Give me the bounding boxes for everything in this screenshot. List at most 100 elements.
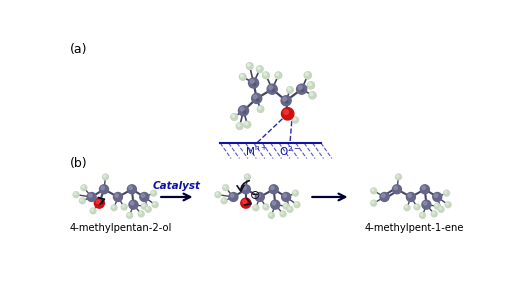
Circle shape	[231, 114, 238, 120]
Circle shape	[96, 200, 100, 204]
Circle shape	[286, 101, 288, 103]
Circle shape	[74, 193, 76, 195]
Text: $\mathregular{O^{2-}}$: $\mathregular{O^{2-}}$	[279, 145, 301, 158]
Circle shape	[263, 72, 269, 78]
Circle shape	[94, 198, 104, 208]
Circle shape	[438, 206, 444, 212]
Circle shape	[307, 82, 314, 89]
Circle shape	[243, 200, 246, 204]
Circle shape	[146, 207, 148, 209]
Circle shape	[230, 194, 234, 197]
Circle shape	[143, 204, 145, 206]
Circle shape	[420, 213, 425, 218]
Circle shape	[258, 107, 261, 109]
Circle shape	[104, 175, 106, 177]
Text: Catalyst: Catalyst	[153, 181, 201, 191]
Circle shape	[239, 106, 248, 116]
Circle shape	[245, 122, 247, 125]
Circle shape	[264, 73, 266, 76]
Circle shape	[139, 212, 141, 214]
Text: $\ominus$: $\ominus$	[250, 189, 261, 202]
Circle shape	[275, 72, 282, 78]
Circle shape	[276, 73, 279, 76]
Circle shape	[309, 83, 311, 86]
Circle shape	[292, 190, 299, 196]
Circle shape	[433, 193, 442, 201]
Circle shape	[272, 202, 276, 205]
Circle shape	[271, 186, 274, 190]
Circle shape	[112, 206, 114, 208]
Circle shape	[284, 110, 289, 114]
Circle shape	[253, 205, 259, 211]
Circle shape	[129, 200, 138, 209]
Circle shape	[89, 194, 92, 197]
Text: (b): (b)	[70, 157, 88, 170]
Circle shape	[304, 72, 311, 79]
Circle shape	[241, 75, 243, 77]
Circle shape	[397, 175, 399, 177]
Circle shape	[152, 202, 158, 208]
Circle shape	[310, 93, 313, 96]
Circle shape	[153, 203, 156, 205]
Circle shape	[272, 89, 275, 92]
Circle shape	[127, 185, 136, 194]
Circle shape	[280, 211, 286, 217]
Circle shape	[245, 175, 247, 177]
Circle shape	[281, 108, 294, 120]
Circle shape	[231, 114, 238, 120]
Circle shape	[238, 124, 240, 126]
Circle shape	[248, 78, 258, 88]
Circle shape	[269, 86, 272, 89]
Circle shape	[256, 98, 259, 101]
Circle shape	[296, 84, 306, 94]
Circle shape	[298, 86, 302, 89]
Circle shape	[288, 207, 290, 209]
Circle shape	[371, 188, 377, 194]
Circle shape	[284, 204, 287, 206]
Text: $\mathregular{M^{n+}}$: $\mathregular{M^{n+}}$	[245, 145, 268, 158]
Circle shape	[422, 200, 431, 209]
Circle shape	[223, 185, 229, 191]
Circle shape	[287, 87, 293, 93]
Circle shape	[140, 193, 149, 201]
Circle shape	[408, 194, 411, 197]
Circle shape	[241, 198, 251, 208]
Circle shape	[382, 194, 385, 197]
Circle shape	[224, 186, 226, 188]
Circle shape	[292, 117, 299, 123]
Circle shape	[434, 194, 438, 197]
Circle shape	[422, 186, 425, 190]
Circle shape	[151, 190, 157, 196]
Text: 4-methylpentan-2-ol: 4-methylpentan-2-ol	[70, 223, 172, 233]
Circle shape	[138, 211, 144, 217]
Circle shape	[301, 89, 304, 92]
Circle shape	[238, 124, 240, 126]
Circle shape	[145, 206, 151, 212]
Circle shape	[252, 93, 262, 103]
Circle shape	[414, 204, 420, 210]
Circle shape	[307, 82, 314, 89]
Circle shape	[268, 213, 275, 218]
Circle shape	[295, 203, 297, 205]
Circle shape	[264, 205, 266, 207]
Circle shape	[431, 211, 437, 217]
Circle shape	[221, 198, 227, 204]
Circle shape	[215, 192, 221, 198]
FancyArrowPatch shape	[98, 198, 104, 204]
Circle shape	[263, 204, 269, 210]
Circle shape	[309, 92, 316, 99]
Circle shape	[113, 193, 123, 201]
Circle shape	[243, 186, 246, 190]
Circle shape	[283, 203, 289, 209]
Circle shape	[432, 212, 434, 214]
FancyArrowPatch shape	[237, 181, 250, 191]
Circle shape	[256, 66, 263, 72]
Circle shape	[241, 75, 243, 77]
Circle shape	[269, 185, 278, 194]
Circle shape	[127, 213, 133, 218]
Circle shape	[294, 202, 300, 208]
Circle shape	[216, 193, 218, 195]
Circle shape	[267, 84, 277, 94]
Circle shape	[87, 193, 96, 201]
Circle shape	[81, 185, 87, 191]
